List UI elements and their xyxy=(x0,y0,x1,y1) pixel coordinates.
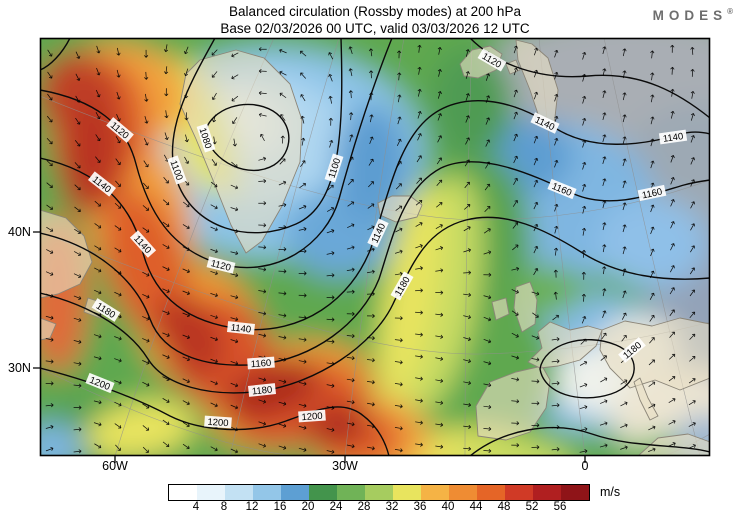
colorbar xyxy=(168,484,590,501)
land-great-britain xyxy=(513,281,538,333)
land-europe xyxy=(599,317,710,391)
svg-text:1160: 1160 xyxy=(250,358,271,370)
modes-logo-text: MODES xyxy=(652,8,728,23)
land-ireland xyxy=(491,297,510,321)
colorbar-tick-label: 44 xyxy=(469,501,483,513)
svg-text:1140: 1140 xyxy=(230,322,251,335)
colorbar-tick-label: 28 xyxy=(357,501,371,513)
colorbar-segment xyxy=(449,485,477,500)
lat-label-30n: 30N xyxy=(8,361,31,375)
colorbar-segment xyxy=(337,485,365,500)
svg-text:1180: 1180 xyxy=(251,384,272,397)
colorbar-tick-label: 40 xyxy=(441,501,455,513)
contour-label: 1120 xyxy=(206,256,236,274)
axis-ticks xyxy=(33,231,586,463)
colorbar-segment xyxy=(365,485,393,500)
svg-text:1200: 1200 xyxy=(301,411,323,423)
svg-text:1160: 1160 xyxy=(641,186,663,201)
modes-logo: MODES® xyxy=(653,7,734,23)
modes-logo-mark: ® xyxy=(727,7,734,16)
land-africa xyxy=(637,433,710,456)
colorbar-tick-label: 12 xyxy=(245,501,259,513)
lat-label-40n: 40N xyxy=(8,225,31,239)
colorbar-tick-label: 52 xyxy=(525,501,539,513)
contour-label: 1200 xyxy=(298,409,326,423)
contour-label: 1160 xyxy=(247,356,275,370)
colorbar-segment xyxy=(421,485,449,500)
colorbar-segment xyxy=(281,485,309,500)
colorbar-segment xyxy=(253,485,281,500)
lon-label-60w: 60W xyxy=(102,459,128,473)
colorbar-segment xyxy=(533,485,561,500)
colorbar-segment xyxy=(477,485,505,500)
contour-label: 1160 xyxy=(637,184,667,201)
wind-arrows xyxy=(45,44,696,454)
colorbar-tick-label: 56 xyxy=(553,501,567,513)
colorbar-segment xyxy=(309,485,337,500)
colorbar-tick-label: 4 xyxy=(192,501,200,513)
colorbar-tick-label: 16 xyxy=(273,501,287,513)
contour-label: 1140 xyxy=(658,129,688,145)
colorbar-tick-label: 36 xyxy=(413,501,427,513)
colorbar-segment xyxy=(561,485,589,500)
land-italy xyxy=(633,377,659,421)
chart-subtitle: Base 02/03/2026 00 UTC, valid 03/03/2026… xyxy=(220,21,530,36)
land-svalbard-islet xyxy=(505,59,521,75)
colorbar-segment xyxy=(505,485,533,500)
contour-label: 1140 xyxy=(226,321,256,336)
colorbar-segment xyxy=(225,485,253,500)
svg-text:1200: 1200 xyxy=(207,417,229,429)
colorbar-tick-label: 20 xyxy=(301,501,315,513)
land-iberia xyxy=(475,365,551,441)
contour-label: 1180 xyxy=(247,383,277,398)
colorbar-segment xyxy=(197,485,225,500)
colorbar-segment xyxy=(169,485,197,500)
land-greenland xyxy=(179,49,303,254)
colorbar-segment xyxy=(393,485,421,500)
colorbar-tick-label: 8 xyxy=(220,501,228,513)
land-iceland xyxy=(377,195,423,223)
colorbar-unit: m/s xyxy=(600,485,621,499)
colorbar-tick-label: 48 xyxy=(497,501,511,513)
map-border xyxy=(39,37,711,457)
contour-label: 1200 xyxy=(204,415,232,429)
lon-label-0: 0 xyxy=(581,459,589,473)
land-coast-islet xyxy=(40,317,57,341)
lon-label-30w: 30W xyxy=(332,459,358,473)
colorbar-tick-label: 32 xyxy=(385,501,399,513)
colorbar-tick-label: 24 xyxy=(329,501,343,513)
svg-text:1140: 1140 xyxy=(662,131,684,145)
chart-title: Balanced circulation (Rossby modes) at 2… xyxy=(229,4,521,19)
svg-text:1120: 1120 xyxy=(210,258,232,274)
